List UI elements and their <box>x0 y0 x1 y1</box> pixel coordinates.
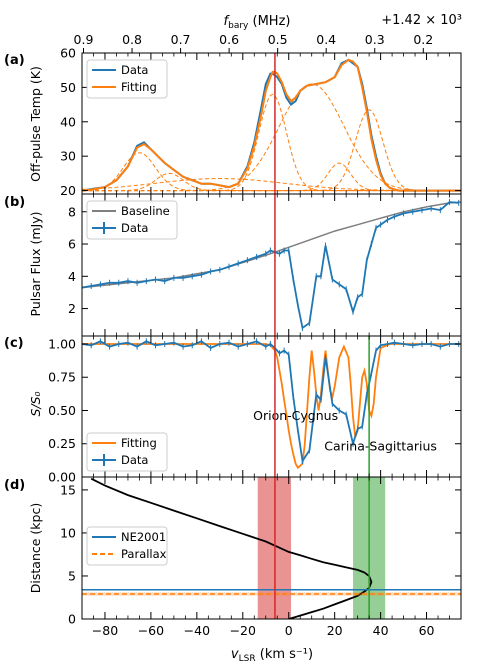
y-tick-label: 50 <box>60 80 76 95</box>
y-tick-label: 4 <box>68 269 76 284</box>
y-tick-label: 5 <box>68 568 76 583</box>
x-tick-label: 60 <box>419 623 435 638</box>
panel-d-plot <box>82 477 461 619</box>
legend-d-ne2001-label: NE2001 <box>121 530 166 544</box>
panel-label-d: (d) <box>4 478 25 493</box>
y-tick-label: 2 <box>68 301 76 316</box>
y-tick-label: 0 <box>68 612 76 627</box>
legend-b-data-label: Data <box>121 221 148 235</box>
series-data-c <box>82 340 459 464</box>
ylabel-c: S/S₀ <box>28 391 43 416</box>
panel-label-a: (a) <box>4 53 25 68</box>
top-x-tick-label: 0.6 <box>219 32 239 47</box>
x-tick-label: 20 <box>327 623 343 638</box>
y-tick-label: 15 <box>60 482 76 497</box>
fit-component-3 <box>82 93 461 192</box>
legend-d-parallax-label: Parallax <box>121 547 167 561</box>
y-tick-label: 0.50 <box>48 403 76 418</box>
panel-label-b: (b) <box>4 195 25 210</box>
ylabel-b: Pulsar Flux (mJy) <box>28 212 43 317</box>
panel-b-plot <box>82 199 461 331</box>
x-tick-label: 40 <box>373 623 389 638</box>
x-tick-label: 0 <box>285 623 293 638</box>
series-fitting-a <box>82 58 461 192</box>
top-axis-label: fbary (MHz) <box>224 14 291 31</box>
fit-component-4 <box>82 83 461 192</box>
top-x-tick-label: 0.3 <box>365 32 385 47</box>
annotation-orion-cygnus: Orion-Cygnus <box>253 408 338 423</box>
y-tick-label: 0.25 <box>48 436 76 451</box>
ylabel-d: Distance (kpc) <box>28 503 43 593</box>
fit-component-2 <box>82 178 461 192</box>
legend-c-data-label: Data <box>121 453 148 467</box>
panel-frame <box>81 476 462 620</box>
top-x-tick-label: 0.9 <box>74 32 94 47</box>
legend-a-fitting-label: Fitting <box>121 80 157 94</box>
top-x-tick-label: 0.2 <box>413 32 433 47</box>
fit-component-6 <box>82 109 461 192</box>
top-x-tick-label: 0.8 <box>122 32 142 47</box>
y-tick-label: 40 <box>60 114 76 129</box>
y-tick-label: 6 <box>68 237 76 252</box>
y-tick-label: 30 <box>60 149 76 164</box>
rotation-curve <box>90 477 373 619</box>
parallax-band <box>82 592 461 596</box>
y-tick-label: 10 <box>60 525 76 540</box>
top-axis-offset: +1.42 × 10³ <box>381 13 462 28</box>
x-tick-label: −40 <box>184 623 210 638</box>
series-baseline-b <box>82 201 461 289</box>
panel-a-plot <box>82 58 461 192</box>
top-x-tick-label: 0.5 <box>268 32 288 47</box>
x-tick-label: −80 <box>92 623 118 638</box>
legend-b-baseline-label: Baseline <box>121 204 170 218</box>
y-tick-label: 20 <box>60 183 76 198</box>
top-x-tick-label: 0.4 <box>316 32 336 47</box>
y-tick-label: 0.00 <box>48 470 76 485</box>
top-x-tick-label: 0.7 <box>171 32 191 47</box>
y-tick-label: 0.75 <box>48 370 76 385</box>
y-tick-label: 1.00 <box>48 336 76 351</box>
y-tick-label: 8 <box>68 204 76 219</box>
panel-c-plot <box>82 338 461 470</box>
x-tick-label: −20 <box>230 623 256 638</box>
plot-area: Orion-CygnusCarina-Sagittarius2030405060… <box>48 32 462 638</box>
x-tick-label: −60 <box>138 623 164 638</box>
annotation-carina-sagittarius: Carina-Sagittarius <box>324 438 437 453</box>
x-axis-label: vLSR (km s⁻¹) <box>231 647 313 664</box>
legend-a-data-label: Data <box>121 63 148 77</box>
legend-c-fitting-label: Fitting <box>121 436 157 450</box>
fit-component-0 <box>82 152 461 192</box>
y-tick-label: 60 <box>60 46 76 61</box>
series-data-b <box>82 201 459 330</box>
fit-component-5 <box>82 162 461 192</box>
panel-label-c: (c) <box>4 336 24 351</box>
ylabel-a: Off-pulse Temp (K) <box>28 66 43 182</box>
